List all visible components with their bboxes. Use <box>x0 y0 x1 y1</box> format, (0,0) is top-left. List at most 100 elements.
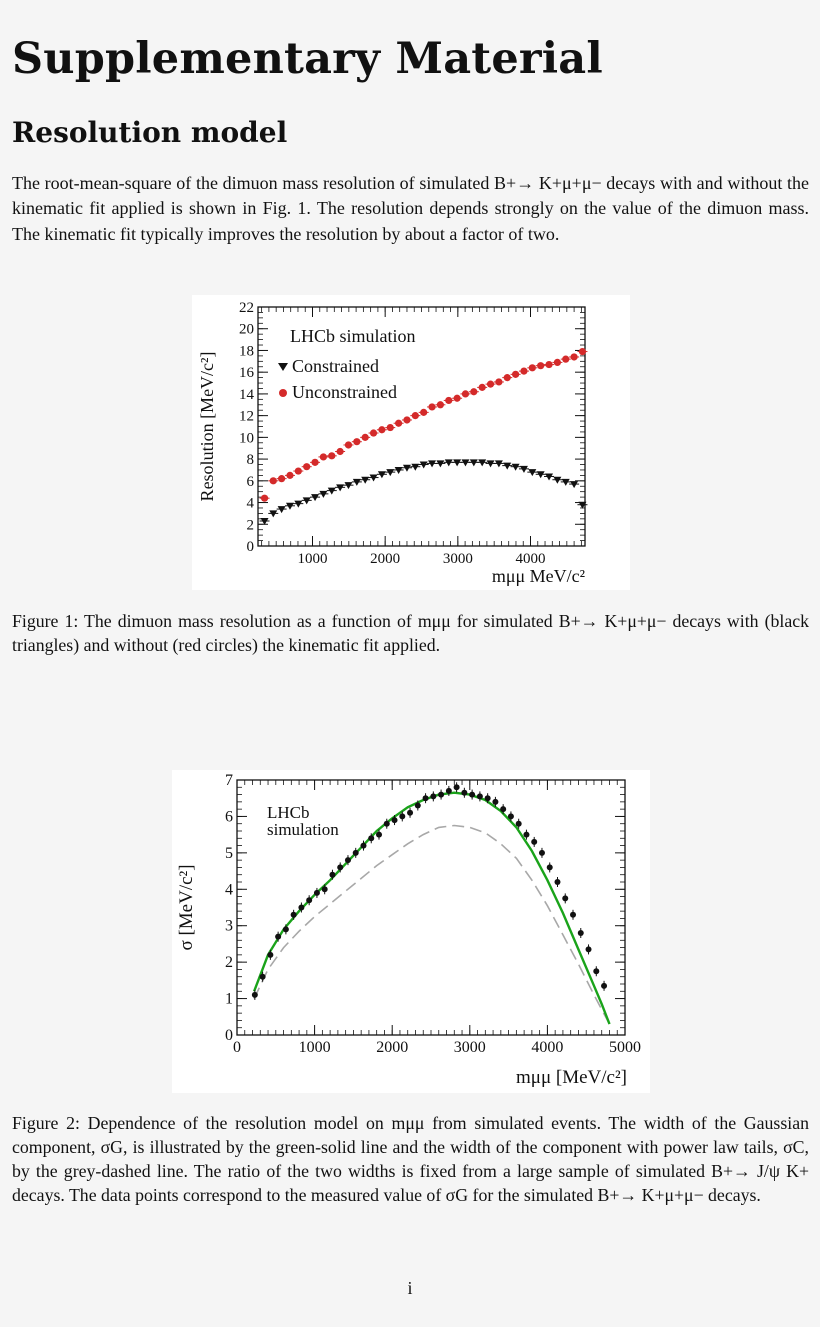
y-tick-label: 0 <box>225 1027 233 1044</box>
lhcb-annotation: simulation <box>267 820 339 839</box>
data-point <box>520 367 528 375</box>
data-point <box>411 412 419 420</box>
y-tick-label: 20 <box>239 322 254 338</box>
data-point <box>511 463 520 471</box>
x-tick-label: 5000 <box>609 1039 641 1056</box>
data-point <box>469 791 476 798</box>
data-point <box>585 946 592 953</box>
data-point <box>285 502 294 510</box>
section-heading: Resolution model <box>12 116 288 149</box>
data-point <box>336 484 345 492</box>
data-point <box>428 460 437 468</box>
y-tick-label: 2 <box>247 517 255 533</box>
data-point <box>470 388 478 396</box>
data-point <box>399 813 406 820</box>
data-point <box>537 362 545 370</box>
data-point <box>461 459 470 467</box>
data-point <box>386 423 394 432</box>
data-point <box>377 471 386 479</box>
y-tick-label: 10 <box>239 430 254 446</box>
y-axis-label: Resolution [MeV/c²] <box>197 352 217 502</box>
x-tick-label: 2000 <box>370 551 400 567</box>
data-point <box>306 897 313 904</box>
data-point <box>267 951 274 958</box>
data-point <box>601 982 608 989</box>
data-point <box>403 416 411 424</box>
lhcb-annotation: LHCb <box>267 803 310 822</box>
data-point <box>407 809 414 816</box>
data-point <box>327 487 336 495</box>
y-tick-label: 3 <box>225 918 233 935</box>
data-point <box>260 494 269 502</box>
data-point <box>361 476 370 484</box>
data-point <box>536 471 545 479</box>
data-point <box>419 461 428 469</box>
data-point <box>445 396 453 405</box>
data-point <box>278 475 286 483</box>
y-tick-label: 4 <box>225 881 233 898</box>
data-point <box>277 506 286 514</box>
data-point <box>528 364 536 372</box>
legend-label: Unconstrained <box>292 382 397 402</box>
data-point <box>303 463 311 471</box>
y-tick-label: 12 <box>239 409 254 425</box>
data-point <box>352 478 361 486</box>
data-point <box>512 370 520 378</box>
data-point <box>361 433 369 441</box>
y-tick-label: 6 <box>225 808 233 825</box>
data-point <box>311 494 320 502</box>
data-point <box>461 789 468 796</box>
data-point <box>545 473 554 481</box>
data-point <box>395 419 403 427</box>
lhcb-annotation: LHCb simulation <box>290 326 416 346</box>
data-point <box>294 467 302 475</box>
data-point <box>570 911 577 918</box>
data-point <box>486 380 495 388</box>
data-point <box>294 500 303 508</box>
data-point <box>531 838 538 845</box>
series-unconstrained <box>259 347 588 502</box>
data-point <box>344 441 353 449</box>
data-point <box>376 831 383 838</box>
data-point <box>302 497 311 505</box>
data-point <box>503 462 512 470</box>
figure-2: 0 1000 2000 3000 4000 5000 0 1 2 3 4 5 6 7 σ [MeV/c²] m… <box>172 770 650 1093</box>
page-number: i <box>407 1278 413 1298</box>
data-point <box>545 360 553 369</box>
y-tick-label: 2 <box>225 954 233 971</box>
data-point <box>353 438 361 446</box>
data-point <box>428 403 436 411</box>
data-point <box>528 469 537 477</box>
data-point <box>570 481 579 489</box>
data-point <box>383 820 390 827</box>
data-point <box>453 459 462 467</box>
data-point <box>577 930 584 936</box>
data-point <box>500 806 507 813</box>
data-point <box>259 973 266 980</box>
data-point <box>368 835 375 842</box>
data-point <box>313 889 320 896</box>
x-tick-label: 3000 <box>443 551 473 567</box>
data-point <box>445 787 452 794</box>
data-point <box>269 477 277 485</box>
y-tick-label: 7 <box>225 772 233 789</box>
body-paragraph: The root-mean-square of the dimuon mass … <box>12 173 809 244</box>
data-point <box>478 383 486 391</box>
data-point <box>562 895 569 902</box>
page-title: Supplementary Material <box>12 34 603 84</box>
series-constrained <box>259 459 588 526</box>
x-axis-label: mμμ MeV/c² <box>492 566 585 586</box>
data-point <box>461 390 470 398</box>
data-point <box>523 831 530 838</box>
data-point <box>275 933 282 940</box>
data-point <box>420 408 428 416</box>
data-point <box>453 394 461 402</box>
data-point <box>570 353 578 361</box>
sigma-c-curve <box>253 824 611 1025</box>
data-point <box>515 820 522 827</box>
data-point <box>378 426 386 434</box>
data-point <box>554 879 561 885</box>
data-point <box>476 793 483 800</box>
data-point <box>394 466 403 474</box>
y-tick-label: 0 <box>247 539 255 555</box>
